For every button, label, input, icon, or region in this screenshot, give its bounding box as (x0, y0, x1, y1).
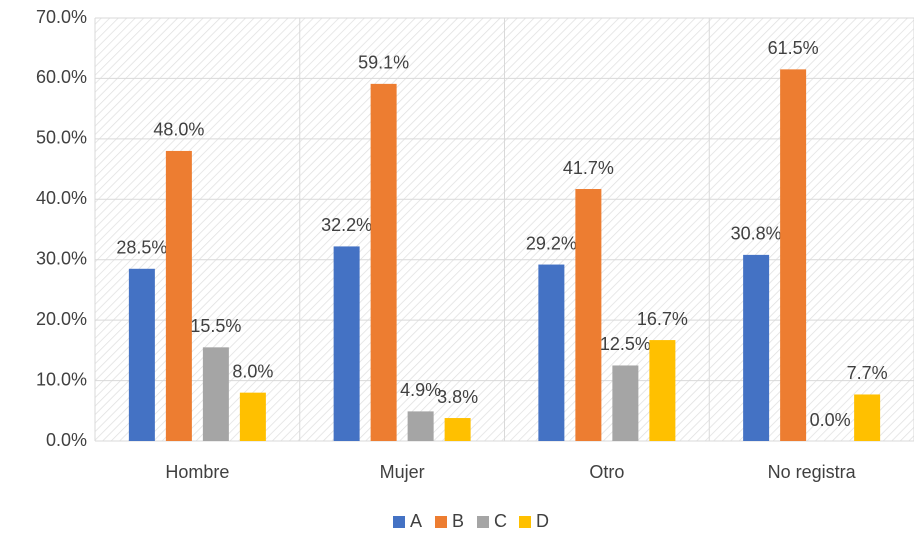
bar (780, 69, 807, 441)
y-tick-label: 70.0% (36, 7, 87, 27)
legend-swatch (393, 516, 405, 528)
data-label: 30.8% (731, 224, 782, 244)
bar (575, 189, 602, 441)
x-tick-label: No registra (768, 462, 857, 482)
legend-label: C (494, 511, 507, 531)
x-tick-label: Otro (589, 462, 624, 482)
data-label: 59.1% (358, 53, 409, 73)
bar (165, 150, 192, 441)
bar (370, 83, 397, 442)
data-label: 61.5% (768, 38, 819, 58)
bar (538, 264, 565, 441)
y-tick-label: 10.0% (36, 369, 87, 389)
bar (202, 347, 229, 441)
data-label: 41.7% (563, 158, 614, 178)
data-label: 12.5% (600, 334, 651, 354)
bar (612, 365, 639, 441)
bar (444, 418, 471, 441)
data-label: 15.5% (190, 316, 241, 336)
y-tick-label: 30.0% (36, 248, 87, 268)
y-tick-label: 60.0% (36, 67, 87, 87)
bar (407, 411, 434, 441)
bar (743, 254, 770, 441)
y-tick-label: 20.0% (36, 309, 87, 329)
legend-label: D (536, 511, 549, 531)
legend-swatch (519, 516, 531, 528)
data-label: 4.9% (400, 380, 441, 400)
bar (128, 268, 155, 441)
x-tick-label: Mujer (380, 462, 425, 482)
bar (649, 340, 676, 441)
x-tick-label: Hombre (165, 462, 229, 482)
legend-swatch (477, 516, 489, 528)
data-label: 0.0% (810, 410, 851, 430)
bar (854, 394, 881, 441)
y-tick-label: 50.0% (36, 128, 87, 148)
data-label: 48.0% (153, 120, 204, 140)
data-label: 28.5% (116, 238, 167, 258)
bar (333, 246, 360, 441)
y-tick-label: 0.0% (46, 430, 87, 450)
data-label: 29.2% (526, 233, 577, 253)
data-label: 32.2% (321, 215, 372, 235)
data-label: 16.7% (637, 309, 688, 329)
bar (239, 392, 266, 441)
legend-label: A (410, 511, 422, 531)
y-tick-label: 40.0% (36, 188, 87, 208)
legend-label: B (452, 511, 464, 531)
legend-swatch (435, 516, 447, 528)
data-label: 3.8% (437, 387, 478, 407)
data-label: 8.0% (232, 361, 273, 381)
data-label: 7.7% (847, 363, 888, 383)
